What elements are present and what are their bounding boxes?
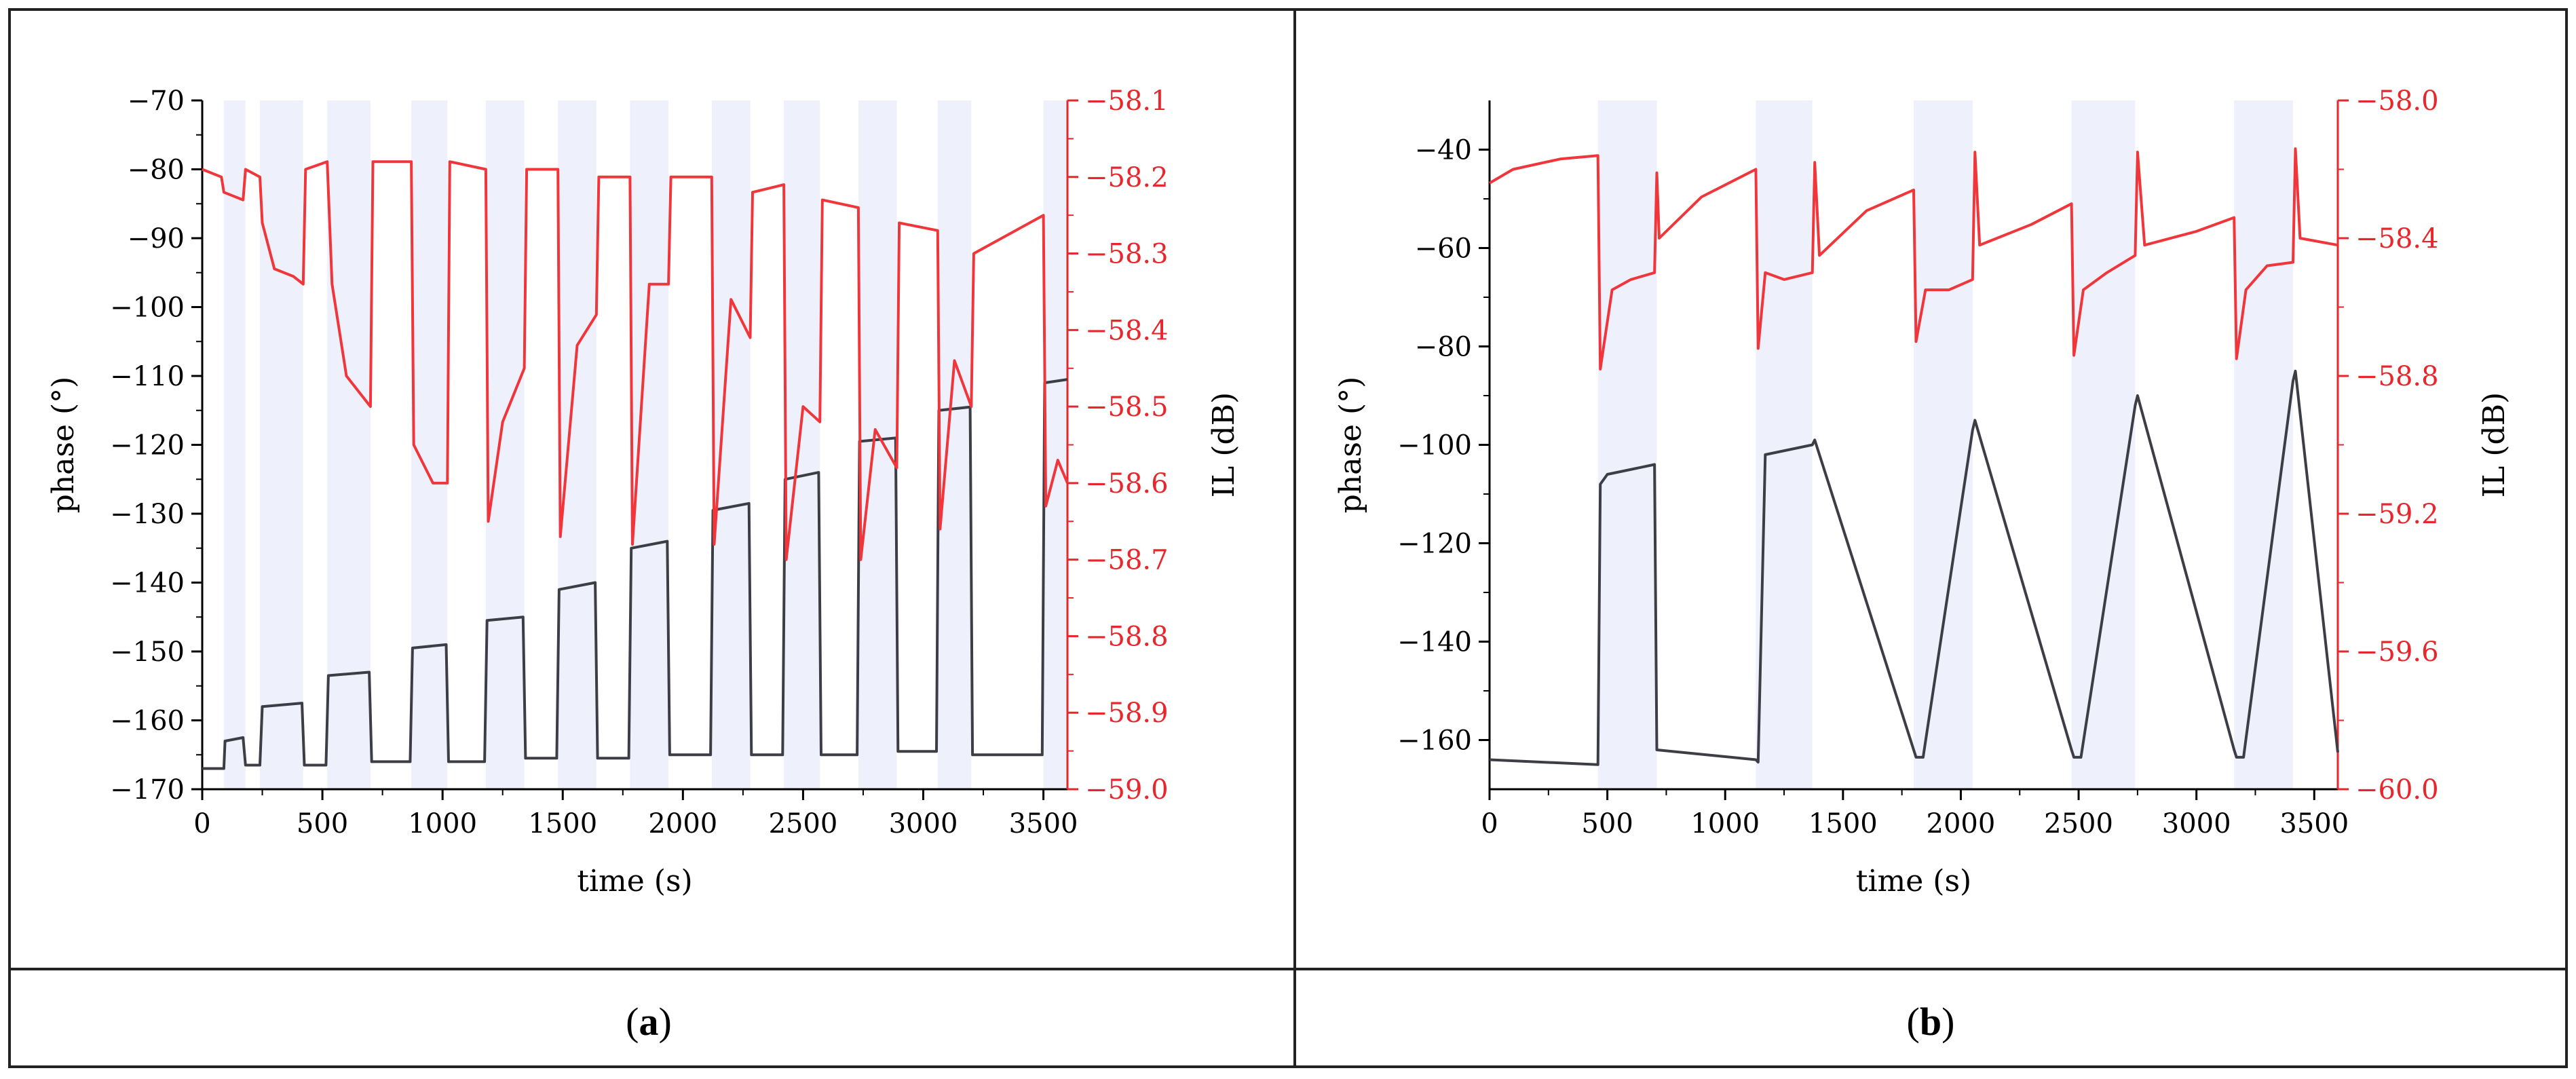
x-tick-label: 3500 (1009, 808, 1078, 839)
x-tick-label: 500 (297, 808, 348, 839)
axis-ticks (1479, 99, 2349, 800)
table-frame (8, 8, 2568, 1068)
caption-a-letter: a (639, 1000, 659, 1044)
right-y-tick-label: −58.8 (2355, 361, 2439, 392)
exposure-window-1 (223, 100, 246, 789)
x-tick-label: 1500 (1808, 808, 1878, 839)
exposure-window-7 (630, 100, 669, 789)
x-tick-label: 0 (193, 808, 210, 839)
right-y-axis-title: IL (dB) (1207, 392, 1241, 497)
left-y-tick-label: −160 (110, 706, 185, 737)
left-y-tick-label: −120 (1397, 529, 1472, 560)
left-y-tick-label: −140 (110, 568, 185, 599)
left-y-tick-label: −80 (128, 155, 185, 186)
left-y-axis-title: phase (°) (46, 377, 81, 514)
x-axis-title: time (s) (577, 864, 692, 898)
x-tick-label: 2500 (769, 808, 838, 839)
left-y-tick-label: −110 (110, 361, 185, 392)
right-y-tick-label: −59.0 (1085, 774, 1169, 806)
tick-labels: 0 500 1000 1500 2000 2500 3000 3500 −40 −60 −80 −10… (1397, 86, 2438, 839)
il-line (202, 160, 1069, 561)
left-y-tick-label: −100 (110, 292, 185, 324)
phase-line (202, 378, 1068, 770)
x-axis-title: time (s) (1856, 864, 1971, 898)
exposure-window-4 (2071, 100, 2136, 789)
panel-b: 0 500 1000 1500 2000 2500 3000 3500 −40 −60 −80 −10… (1333, 86, 2512, 898)
left-y-tick-label: −60 (1415, 233, 1472, 265)
exposure-window-6 (558, 100, 596, 789)
x-tick-label: 1000 (408, 808, 477, 839)
right-y-tick-label: −58.3 (1085, 239, 1169, 270)
exposure-window-4 (411, 100, 448, 789)
right-y-tick-label: −58.4 (1085, 315, 1169, 346)
exposure-shading (223, 100, 1067, 789)
right-y-tick-label: −58.0 (2355, 86, 2439, 117)
exposure-window-1 (1597, 100, 1657, 789)
left-y-tick-label: −40 (1415, 135, 1472, 166)
left-y-tick-label: −150 (110, 637, 185, 668)
right-y-tick-label: −59.6 (2355, 637, 2439, 668)
exposure-window-2 (260, 100, 303, 789)
left-y-tick-label: −80 (1415, 332, 1472, 363)
axis-ticks (191, 99, 1078, 800)
panel-a: 0 500 1000 1500 2000 2500 3000 3500 −70 −80 −90 −10… (46, 86, 1241, 898)
left-y-tick-label: −100 (1397, 430, 1472, 461)
x-tick-label: 2000 (648, 808, 717, 839)
left-y-tick-label: −130 (110, 499, 185, 530)
right-y-tick-label: −58.6 (1085, 468, 1169, 499)
exposure-window-2 (1756, 100, 1813, 789)
x-tick-label: 1000 (1690, 808, 1760, 839)
right-y-tick-label: −60.0 (2355, 774, 2439, 806)
exposure-window-3 (1914, 100, 1973, 789)
tick-labels: 0 500 1000 1500 2000 2500 3000 3500 −70 −80 −90 −10… (110, 86, 1168, 839)
left-y-tick-label: −140 (1397, 627, 1472, 658)
right-y-tick-label: −58.9 (1085, 698, 1169, 729)
right-y-tick-label: −58.2 (1085, 162, 1169, 193)
exposure-shading (1597, 100, 2294, 789)
exposure-window-9 (784, 100, 820, 789)
x-tick-label: 0 (1481, 808, 1498, 839)
left-y-axis-title: phase (°) (1333, 377, 1368, 514)
right-y-tick-label: −58.8 (1085, 621, 1169, 652)
x-tick-label: 2500 (2044, 808, 2113, 839)
x-tick-label: 500 (1581, 808, 1633, 839)
exposure-window-12 (1043, 100, 1067, 789)
x-tick-label: 3500 (2279, 808, 2349, 839)
right-y-tick-label: −58.1 (1085, 86, 1169, 117)
caption-b-letter: b (1920, 1000, 1942, 1044)
il-line (1488, 147, 2338, 371)
caption-a: (a) (626, 1000, 672, 1044)
x-tick-label: 3000 (2162, 808, 2231, 839)
exposure-window-5 (485, 100, 525, 789)
left-y-tick-label: −70 (128, 86, 185, 117)
right-y-axis-title: IL (dB) (2477, 392, 2512, 497)
caption-b: (b) (1907, 1000, 1955, 1044)
left-y-tick-label: −160 (1397, 725, 1472, 757)
phase-line (1489, 369, 2339, 766)
x-tick-label: 2000 (1927, 808, 1996, 839)
exposure-window-10 (858, 100, 897, 789)
x-tick-label: 3000 (889, 808, 958, 839)
exposure-window-5 (2234, 100, 2294, 789)
right-y-tick-label: −59.2 (2355, 499, 2439, 530)
right-y-tick-label: −58.5 (1085, 392, 1169, 423)
x-tick-label: 1500 (528, 808, 597, 839)
exposure-window-11 (937, 100, 972, 789)
left-y-tick-label: −90 (128, 223, 185, 254)
right-y-tick-label: −58.7 (1085, 545, 1169, 576)
table-border (8, 8, 2568, 1068)
left-y-tick-label: −120 (110, 430, 185, 461)
exposure-window-8 (711, 100, 751, 789)
left-y-tick-label: −170 (110, 774, 185, 806)
right-y-tick-label: −58.4 (2355, 223, 2439, 254)
exposure-window-3 (327, 100, 371, 789)
